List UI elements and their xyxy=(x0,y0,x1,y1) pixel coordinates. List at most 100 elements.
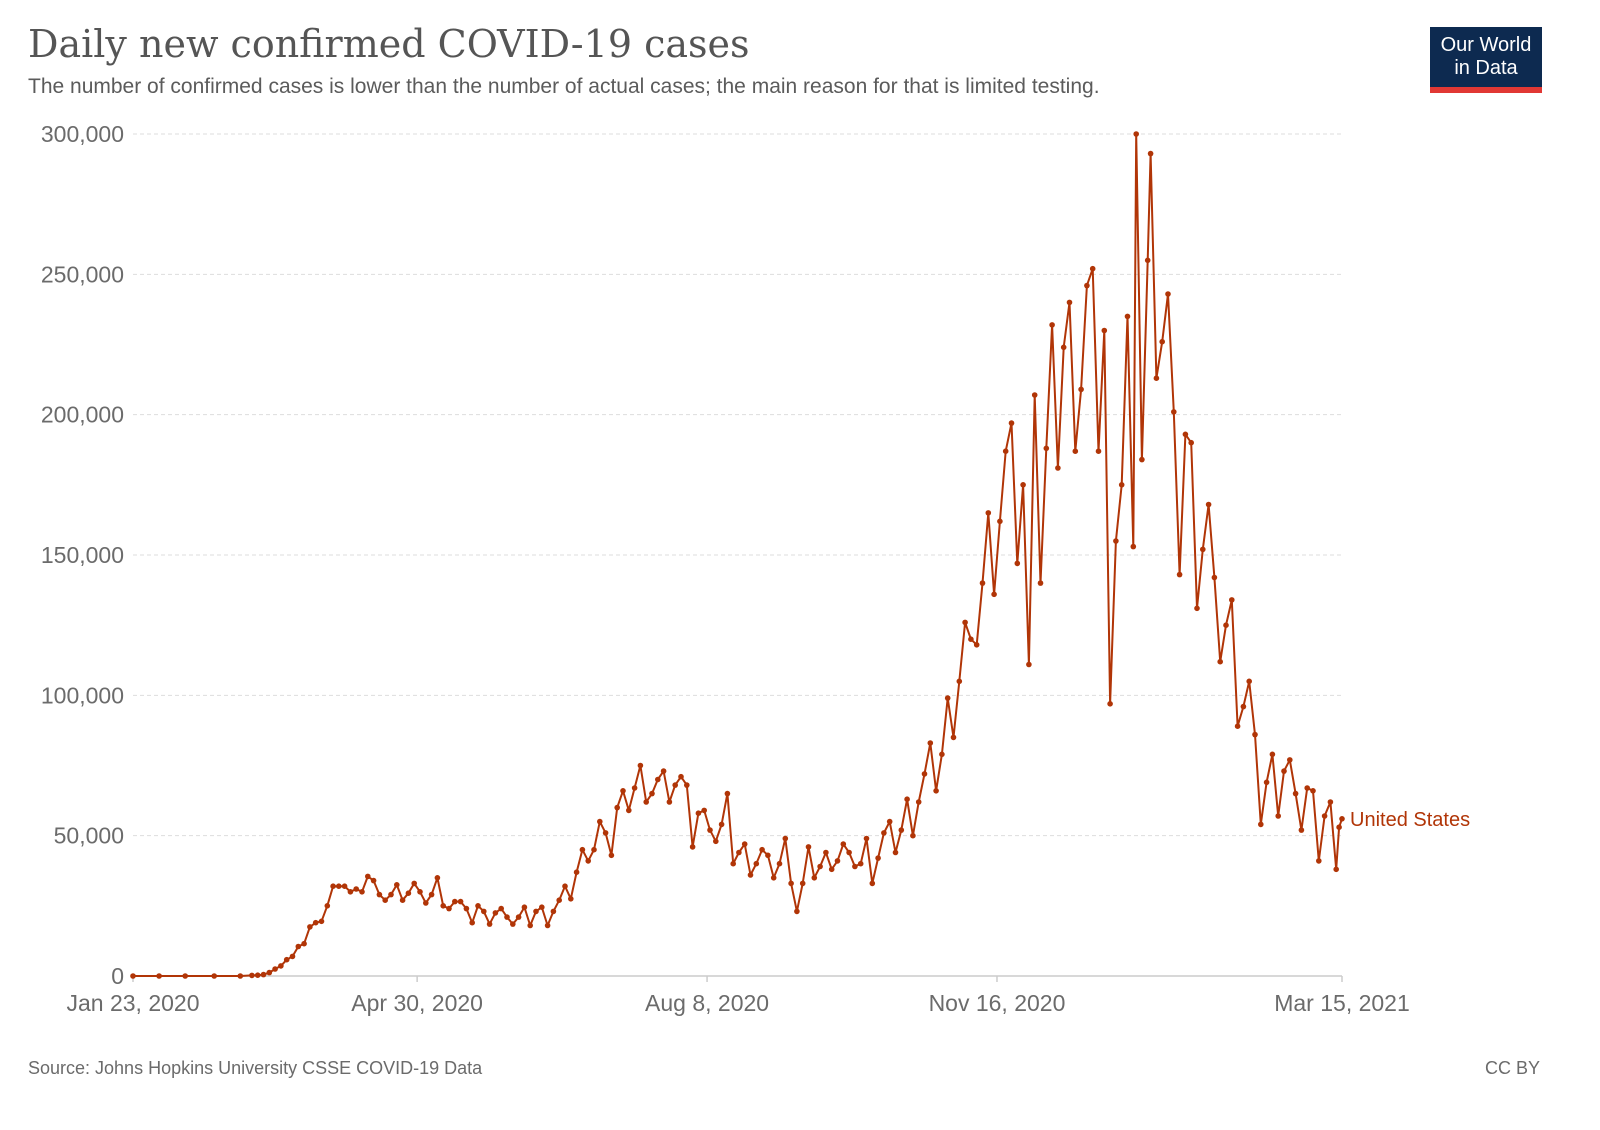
data-point xyxy=(713,838,719,845)
data-point xyxy=(1194,605,1200,612)
chart-subtitle: The number of confirmed cases is lower t… xyxy=(28,75,1100,98)
data-point xyxy=(863,835,870,842)
data-point xyxy=(1240,703,1247,710)
data-point xyxy=(562,883,568,889)
data-point xyxy=(394,882,400,888)
data-point xyxy=(1113,538,1119,544)
y-tick-label: 50,000 xyxy=(54,823,124,849)
data-point xyxy=(660,768,667,774)
data-point xyxy=(249,972,255,979)
data-point xyxy=(973,642,980,648)
y-tick-label: 100,000 xyxy=(41,682,124,708)
data-point xyxy=(1084,282,1090,289)
data-point xyxy=(1060,344,1067,351)
data-point xyxy=(823,849,829,856)
logo-line-1: Our World xyxy=(1440,34,1532,56)
data-point xyxy=(921,771,928,777)
data-point xyxy=(1147,150,1154,157)
data-point xyxy=(1159,338,1165,345)
data-point xyxy=(1246,678,1252,685)
data-point xyxy=(457,898,464,905)
data-point xyxy=(428,891,435,898)
data-point xyxy=(1269,751,1276,758)
data-point xyxy=(1037,580,1044,586)
data-point xyxy=(776,860,783,867)
data-point xyxy=(979,580,986,586)
data-point xyxy=(1144,257,1151,264)
data-point xyxy=(341,883,348,889)
data-point xyxy=(741,841,748,847)
data-point xyxy=(336,883,342,889)
data-point xyxy=(684,782,690,788)
data-point xyxy=(1310,788,1316,794)
license-label[interactable]: CC BY xyxy=(1484,1058,1540,1078)
data-point xyxy=(1200,546,1206,553)
data-point xyxy=(156,973,162,979)
data-point xyxy=(597,818,603,825)
data-point xyxy=(869,880,876,887)
axes: 0 50,000 100,000 150,000 200,000 250,000 300,0… xyxy=(41,121,1410,1016)
data-point xyxy=(1327,799,1334,805)
source-note[interactable]: Source: Johns Hopkins University CSSE CO… xyxy=(28,1058,483,1078)
data-point xyxy=(695,810,702,816)
data-point xyxy=(579,846,586,853)
data-point xyxy=(846,849,852,856)
data-point xyxy=(307,924,313,930)
data-point xyxy=(1234,723,1241,729)
data-point xyxy=(892,849,899,856)
data-point xyxy=(950,734,957,741)
data-point xyxy=(689,844,696,850)
data-point xyxy=(1205,501,1212,508)
series-line xyxy=(133,133,1343,977)
data-point xyxy=(521,904,528,910)
data-point xyxy=(289,953,296,960)
data-point xyxy=(881,830,887,836)
our-world-in-data-logo[interactable]: Our World in Data xyxy=(1430,27,1542,93)
data-point xyxy=(260,971,267,978)
data-point xyxy=(130,973,136,979)
data-point xyxy=(388,891,394,898)
data-point xyxy=(939,751,945,758)
data-point xyxy=(608,852,615,859)
data-point xyxy=(510,921,516,927)
data-point xyxy=(266,969,273,976)
data-point xyxy=(1118,482,1125,488)
x-tick-label: Apr 30, 2020 xyxy=(351,990,483,1016)
data-point xyxy=(602,830,609,836)
series-label: United States xyxy=(1350,809,1470,831)
data-point xyxy=(278,963,284,969)
data-point xyxy=(886,818,893,825)
data-point xyxy=(1333,866,1339,873)
data-point xyxy=(1188,439,1194,446)
data-point xyxy=(504,914,510,920)
data-point xyxy=(423,900,429,906)
data-point xyxy=(211,973,217,979)
data-point xyxy=(347,889,354,895)
data-point xyxy=(1339,816,1345,822)
data-point xyxy=(591,846,597,853)
data-point xyxy=(794,908,800,915)
data-point xyxy=(475,903,481,909)
data-point xyxy=(1165,291,1171,297)
data-point xyxy=(330,883,336,889)
data-point xyxy=(852,863,858,870)
data-point xyxy=(295,943,302,950)
data-point xyxy=(1336,824,1342,830)
data-point xyxy=(672,782,678,788)
data-point xyxy=(411,880,418,887)
data-point xyxy=(1043,445,1050,452)
data-point xyxy=(182,973,188,979)
data-point xyxy=(301,940,307,947)
data-point xyxy=(568,896,574,902)
series-layer: United States xyxy=(130,131,1470,979)
data-point xyxy=(840,841,847,847)
x-tick-label: Mar 15, 2021 xyxy=(1274,990,1410,1016)
data-point xyxy=(1281,768,1287,774)
logo-line-2: in Data xyxy=(1454,57,1518,79)
data-point xyxy=(817,863,823,870)
data-point xyxy=(1089,265,1096,272)
data-point xyxy=(1182,431,1189,438)
data-point xyxy=(666,799,673,805)
x-tick-label: Nov 16, 2020 xyxy=(929,990,1066,1016)
data-point xyxy=(1321,813,1328,819)
